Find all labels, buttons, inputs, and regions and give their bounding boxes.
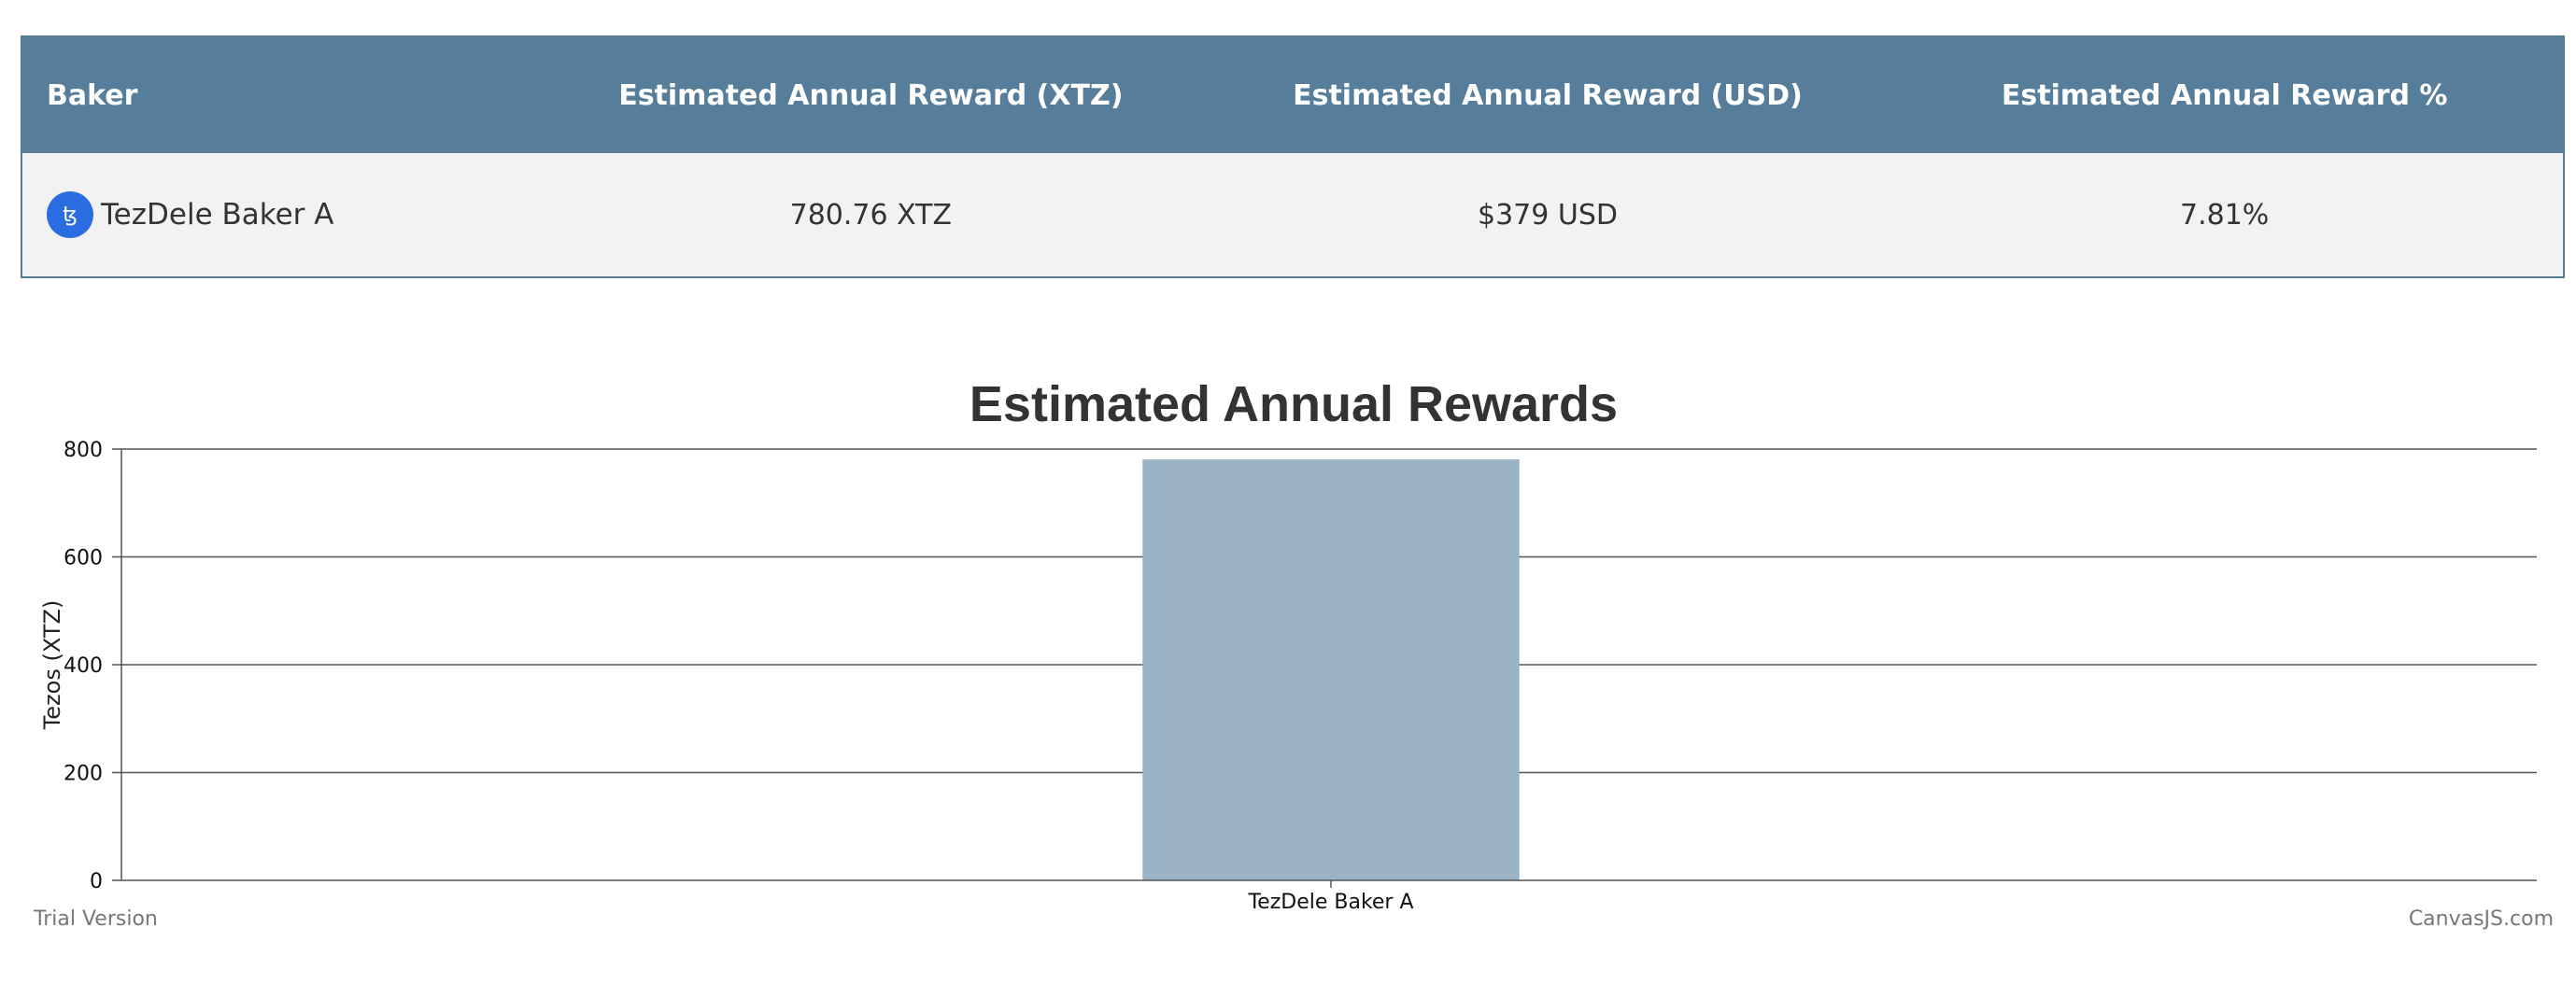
table-header-row: Baker Estimated Annual Reward (XTZ) Esti… [22, 37, 2563, 153]
chart-axes: 0 200 400 600 800 TezDele Baker A [64, 439, 2537, 914]
y-axis-label: Tezos (XTZ) [39, 600, 65, 731]
table-row[interactable]: ꜩ TezDele Baker A 780.76 XTZ $379 USD 7.… [22, 153, 2563, 276]
y-tick-label: 600 [64, 547, 103, 570]
cell-reward-pct: 7.81% [1886, 153, 2563, 276]
cell-reward-xtz: 780.76 XTZ [532, 153, 1210, 276]
canvasjs-credit-link[interactable]: CanvasJS.com [2408, 907, 2554, 931]
tezos-logo-icon: ꜩ [47, 191, 93, 238]
y-tick-label: 200 [64, 763, 103, 786]
rewards-table: Baker Estimated Annual Reward (XTZ) Esti… [21, 35, 2565, 278]
header-baker[interactable]: Baker [22, 37, 532, 153]
header-reward-xtz[interactable]: Estimated Annual Reward (XTZ) [532, 37, 1210, 153]
y-tick-label: 800 [64, 439, 103, 462]
bar[interactable] [1142, 459, 1520, 880]
chart-bars [1142, 459, 1520, 880]
x-tick-label: TezDele Baker A [1247, 891, 1413, 914]
trial-version-label: Trial Version [34, 907, 158, 931]
cell-reward-usd: $379 USD [1209, 153, 1887, 276]
y-tick-label: 400 [64, 654, 103, 678]
chart-title: Estimated Annual Rewards [969, 376, 1619, 432]
header-reward-usd[interactable]: Estimated Annual Reward (USD) [1209, 37, 1887, 153]
y-tick-label: 0 [90, 870, 103, 893]
cell-baker: ꜩ TezDele Baker A [22, 153, 532, 276]
baker-name[interactable]: TezDele Baker A [101, 198, 334, 232]
header-reward-pct[interactable]: Estimated Annual Reward % [1886, 37, 2563, 153]
